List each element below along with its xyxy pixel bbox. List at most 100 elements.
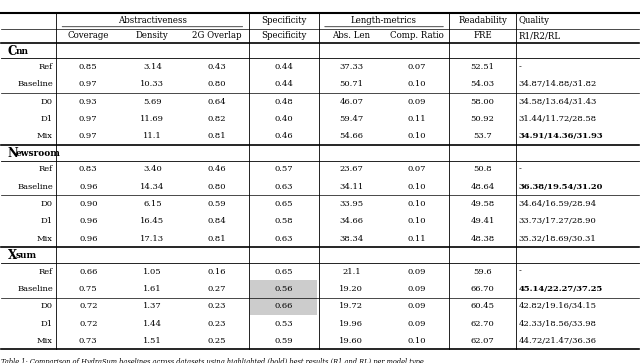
Text: Ref: Ref: [39, 268, 53, 276]
Text: 0.16: 0.16: [207, 268, 226, 276]
Text: D1: D1: [41, 115, 53, 123]
Text: 10.33: 10.33: [140, 80, 164, 88]
Text: -: -: [519, 268, 522, 276]
Text: 0.53: 0.53: [275, 319, 293, 327]
Text: 60.45: 60.45: [470, 302, 495, 310]
Text: 0.25: 0.25: [207, 337, 226, 345]
Text: 66.70: 66.70: [470, 285, 494, 293]
Text: 0.97: 0.97: [79, 80, 97, 88]
Text: 0.93: 0.93: [79, 98, 97, 106]
Text: 0.85: 0.85: [79, 63, 97, 71]
Text: 38.34: 38.34: [339, 234, 364, 242]
Text: C: C: [8, 45, 17, 58]
Text: Mix: Mix: [37, 234, 53, 242]
Text: 31.44/11.72/28.58: 31.44/11.72/28.58: [519, 115, 597, 123]
Text: 34.64/16.59/28.94: 34.64/16.59/28.94: [519, 200, 597, 208]
Text: Specificity: Specificity: [261, 31, 307, 40]
Text: 0.75: 0.75: [79, 285, 97, 293]
Text: Abstractiveness: Abstractiveness: [118, 16, 187, 25]
Text: 0.96: 0.96: [79, 217, 97, 225]
Text: -: -: [519, 63, 522, 71]
Text: 0.46: 0.46: [207, 165, 226, 173]
Text: 34.91/14.36/31.93: 34.91/14.36/31.93: [519, 132, 604, 140]
Text: 0.63: 0.63: [275, 183, 293, 191]
Text: Ref: Ref: [39, 165, 53, 173]
Text: 53.7: 53.7: [473, 132, 492, 140]
Text: 0.65: 0.65: [275, 268, 293, 276]
Text: -: -: [519, 165, 522, 173]
Text: 19.60: 19.60: [339, 337, 364, 345]
Text: 59.6: 59.6: [473, 268, 492, 276]
Text: 45.14/22.27/37.25: 45.14/22.27/37.25: [519, 285, 603, 293]
Text: D0: D0: [41, 302, 53, 310]
Text: 54.03: 54.03: [470, 80, 495, 88]
Text: 48.38: 48.38: [470, 234, 495, 242]
Text: 0.81: 0.81: [207, 234, 226, 242]
Text: 48.64: 48.64: [470, 183, 495, 191]
Text: 35.32/18.69/30.31: 35.32/18.69/30.31: [519, 234, 596, 242]
Text: Length-metrics: Length-metrics: [351, 16, 417, 25]
Text: Baseline: Baseline: [17, 183, 53, 191]
Text: 14.34: 14.34: [140, 183, 164, 191]
Text: 0.10: 0.10: [408, 183, 426, 191]
Text: sum: sum: [15, 251, 36, 260]
Text: D0: D0: [41, 98, 53, 106]
Text: 62.70: 62.70: [470, 319, 494, 327]
Text: 50.8: 50.8: [473, 165, 492, 173]
Text: Table 1: Comparison of HydraSum baselines across datasets using highlighted (bol: Table 1: Comparison of HydraSum baseline…: [1, 358, 426, 363]
Text: 0.82: 0.82: [207, 115, 226, 123]
Text: nn: nn: [15, 47, 28, 56]
Text: D1: D1: [41, 319, 53, 327]
Text: 0.23: 0.23: [207, 302, 226, 310]
Text: 0.23: 0.23: [207, 319, 226, 327]
Text: 44.72/21.47/36.36: 44.72/21.47/36.36: [519, 337, 597, 345]
Text: D0: D0: [41, 200, 53, 208]
Text: 0.63: 0.63: [275, 234, 293, 242]
Text: 0.40: 0.40: [275, 115, 293, 123]
Text: 52.51: 52.51: [470, 63, 495, 71]
Text: 0.43: 0.43: [207, 63, 226, 71]
Text: 23.67: 23.67: [339, 165, 364, 173]
Text: D1: D1: [41, 217, 53, 225]
Text: 11.69: 11.69: [140, 115, 164, 123]
Text: 0.96: 0.96: [79, 183, 97, 191]
Text: Mix: Mix: [37, 337, 53, 345]
Text: 1.51: 1.51: [143, 337, 162, 345]
Text: Coverage: Coverage: [67, 31, 109, 40]
Text: 1.44: 1.44: [143, 319, 162, 327]
Text: 0.59: 0.59: [207, 200, 226, 208]
Text: 0.66: 0.66: [79, 268, 97, 276]
Text: 0.81: 0.81: [207, 132, 226, 140]
Text: 1.37: 1.37: [143, 302, 162, 310]
Text: 3.14: 3.14: [143, 63, 162, 71]
Text: 49.41: 49.41: [470, 217, 495, 225]
Text: 0.09: 0.09: [408, 302, 426, 310]
Bar: [250, 280, 317, 298]
Text: 0.10: 0.10: [408, 132, 426, 140]
Text: N: N: [8, 147, 19, 160]
Text: 34.87/14.88/31.82: 34.87/14.88/31.82: [519, 80, 597, 88]
Text: Baseline: Baseline: [17, 80, 53, 88]
Text: 0.96: 0.96: [79, 234, 97, 242]
Text: 0.83: 0.83: [79, 165, 97, 173]
Text: Specificity: Specificity: [261, 16, 307, 25]
Text: 0.73: 0.73: [79, 337, 97, 345]
Text: 3.40: 3.40: [143, 165, 162, 173]
Text: 0.90: 0.90: [79, 200, 97, 208]
Text: 19.72: 19.72: [339, 302, 364, 310]
Text: 2G Overlap: 2G Overlap: [192, 31, 241, 40]
Text: 0.11: 0.11: [408, 115, 426, 123]
Text: 19.96: 19.96: [339, 319, 364, 327]
Text: 21.1: 21.1: [342, 268, 361, 276]
Text: 17.13: 17.13: [140, 234, 164, 242]
Text: Quality: Quality: [519, 16, 550, 25]
Text: 0.09: 0.09: [408, 319, 426, 327]
Text: ewsroom: ewsroom: [15, 149, 60, 158]
Text: 59.47: 59.47: [339, 115, 364, 123]
Text: 0.44: 0.44: [275, 80, 293, 88]
Text: 33.95: 33.95: [339, 200, 364, 208]
Text: 1.61: 1.61: [143, 285, 162, 293]
Text: 0.10: 0.10: [408, 217, 426, 225]
Text: 0.07: 0.07: [408, 63, 426, 71]
Text: Density: Density: [136, 31, 169, 40]
